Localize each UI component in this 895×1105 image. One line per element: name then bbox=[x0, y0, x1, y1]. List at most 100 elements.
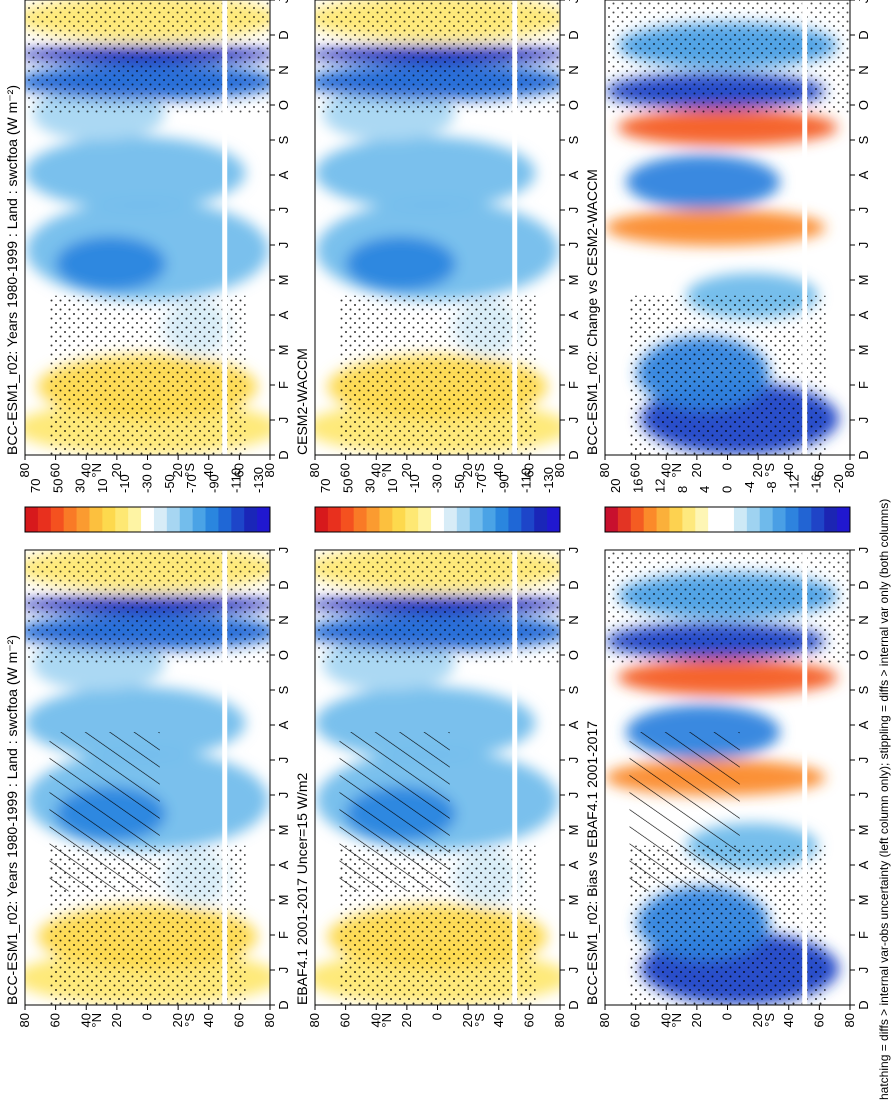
month-tick-label: A bbox=[856, 720, 871, 729]
month-tick-label: A bbox=[856, 310, 871, 319]
colorbar-swatch bbox=[785, 507, 799, 532]
hatching-overlay bbox=[339, 732, 450, 892]
colorbar-swatch bbox=[431, 507, 445, 532]
panel-bcc-climatology: D J F M A M J J A S O N D J 80 60 40 20 0 20 40 60 80 °N °S BCC-E… bbox=[4, 467, 291, 1028]
colorbar-swatch bbox=[128, 507, 142, 532]
month-tick-label: J bbox=[276, 792, 291, 799]
colorbar-swatch bbox=[418, 507, 432, 532]
month-tick-label: O bbox=[276, 100, 291, 110]
latitude-tick-label: 40 bbox=[491, 463, 506, 477]
month-tick-label: J bbox=[566, 0, 581, 3]
latitude-tick-label: 20 bbox=[399, 463, 414, 477]
month-tick-label: J bbox=[566, 547, 581, 554]
colorbar-swatch bbox=[547, 507, 561, 532]
no-data-band bbox=[802, 550, 808, 1005]
month-tick-label: D bbox=[566, 580, 581, 589]
month-tick-label: A bbox=[276, 170, 291, 179]
month-tick-label: J bbox=[276, 0, 291, 3]
month-tick-label: J bbox=[856, 0, 871, 3]
latitude-tick-label: 80 bbox=[17, 463, 32, 477]
stippling-overlay bbox=[25, 550, 270, 664]
month-tick-label: A bbox=[856, 170, 871, 179]
month-tick-label: M bbox=[856, 895, 871, 906]
colorbar-label: -70 bbox=[474, 474, 489, 493]
month-tick-label: M bbox=[276, 895, 291, 906]
month-tick-label: A bbox=[566, 170, 581, 179]
month-tick-label: M bbox=[566, 345, 581, 356]
colorbar-label: -130 bbox=[251, 467, 266, 493]
month-tick-label: J bbox=[566, 417, 581, 424]
latitude-tick-label: 20 bbox=[109, 463, 124, 477]
latitude-tick-label: 40 bbox=[368, 463, 383, 477]
month-tick-label: F bbox=[856, 381, 871, 389]
month-tick-label: J bbox=[276, 547, 291, 554]
south-label: °S bbox=[472, 463, 487, 477]
month-tick-label: J bbox=[856, 242, 871, 249]
latitude-tick-label: 0 bbox=[430, 463, 445, 470]
month-tick-label: J bbox=[566, 757, 581, 764]
month-tick-label: A bbox=[276, 310, 291, 319]
stippling-overlay bbox=[25, 0, 270, 114]
latitude-tick-label: 80 bbox=[552, 1013, 567, 1027]
month-tick-label: J bbox=[276, 242, 291, 249]
stippling-overlay bbox=[605, 550, 850, 664]
colorbar-swatch bbox=[102, 507, 116, 532]
month-tick-label: J bbox=[856, 792, 871, 799]
colorbar-label: 4 bbox=[697, 486, 712, 493]
month-tick-label: M bbox=[566, 825, 581, 836]
colorbar-swatch bbox=[315, 507, 329, 532]
colorbar-label: -110 bbox=[229, 468, 244, 493]
stippling-overlay bbox=[49, 295, 246, 455]
month-tick-label: S bbox=[566, 685, 581, 694]
colorbar-frame bbox=[24, 506, 271, 533]
panel-ebaf-obs: D J F M A M J J A S O N D J 80 60 40 20 0 20 40 60 80 °N °S EBAF4… bbox=[294, 467, 581, 1028]
latitude-tick-label: 60 bbox=[48, 463, 63, 477]
latitude-tick-label: 40 bbox=[201, 1013, 216, 1027]
month-tick-label: M bbox=[856, 345, 871, 356]
latitude-tick-label: 40 bbox=[781, 1013, 796, 1027]
colorbar-label: 20 bbox=[608, 479, 623, 493]
month-tick-label: O bbox=[566, 650, 581, 660]
colorbar-label: 0 bbox=[720, 486, 735, 493]
month-tick-label: J bbox=[856, 417, 871, 424]
colorbar-label: -10 bbox=[407, 474, 422, 493]
latitude-tick-label: 80 bbox=[262, 463, 277, 477]
colorbar-swatch bbox=[733, 507, 748, 532]
panel-title: EBAF4.1 2001-2017 Uncer=15 W/m2 bbox=[294, 772, 310, 1005]
month-tick-label: D bbox=[566, 1000, 581, 1009]
latitude-tick-label: 40 bbox=[491, 1013, 506, 1027]
north-label: °N bbox=[379, 463, 394, 478]
month-tick-label: A bbox=[566, 860, 581, 869]
field-p1 bbox=[25, 550, 270, 1005]
month-tick-label: M bbox=[276, 275, 291, 286]
south-label: °S bbox=[762, 1013, 777, 1027]
contour-region bbox=[605, 209, 826, 246]
colorbar-label: -12 bbox=[786, 474, 801, 493]
month-tick-label: F bbox=[276, 381, 291, 389]
colorbar-swatch bbox=[469, 507, 484, 532]
colorbar-label: -4 bbox=[742, 481, 757, 493]
colorbar-swatch bbox=[456, 507, 471, 532]
month-tick-label: D bbox=[566, 30, 581, 39]
colorbar-label: -130 bbox=[541, 467, 556, 493]
north-label: °N bbox=[379, 1013, 394, 1028]
latitude-tick-label: 0 bbox=[430, 1013, 445, 1020]
panel-title: BCC-ESM1_r02: Years 1980-1999 : Land : s… bbox=[4, 635, 20, 1005]
no-data-band bbox=[222, 0, 228, 455]
colorbar-label: -20 bbox=[831, 474, 846, 493]
month-tick-label: N bbox=[856, 65, 871, 74]
latitude-tick-label: 40 bbox=[78, 463, 93, 477]
hatching-overlay bbox=[629, 732, 740, 892]
colorbar-swatch bbox=[153, 507, 168, 532]
latitude-tick-label: 40 bbox=[201, 463, 216, 477]
colorbar-swatch bbox=[231, 507, 245, 532]
colorbar-label: -8 bbox=[764, 481, 779, 493]
latitude-tick-label: 60 bbox=[521, 463, 536, 477]
latitude-tick-label: 80 bbox=[307, 463, 322, 477]
colorbar-label: -90 bbox=[496, 474, 511, 493]
latitude-tick-label: 80 bbox=[17, 1013, 32, 1027]
north-label: °N bbox=[89, 463, 104, 478]
colorbar-swatch bbox=[605, 507, 619, 532]
field-p2 bbox=[25, 0, 270, 455]
